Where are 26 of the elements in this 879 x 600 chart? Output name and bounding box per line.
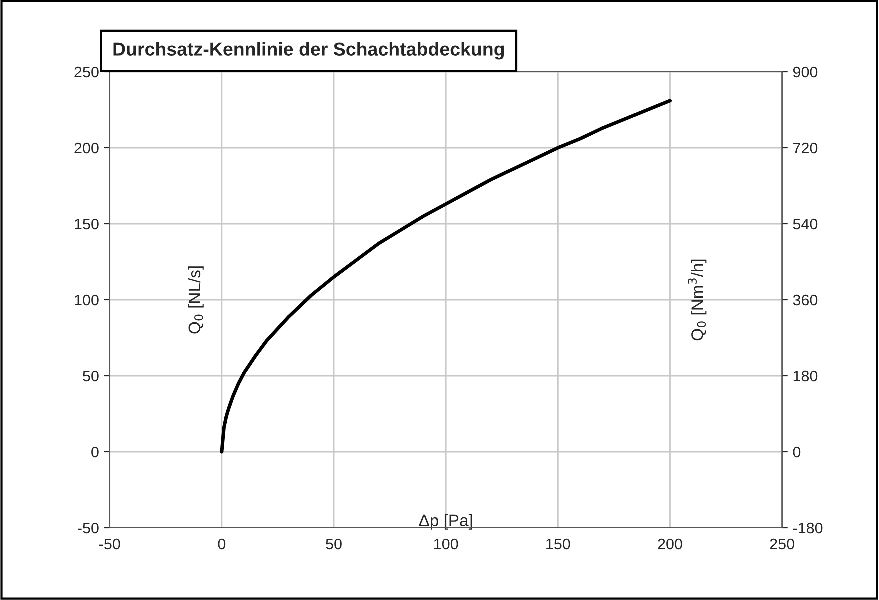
- y2-tick-label: 180: [794, 370, 818, 382]
- y2-tick-label: 0: [793, 446, 801, 458]
- y-tick-label: 100: [75, 294, 99, 306]
- x-tick-label: 150: [546, 538, 570, 550]
- chart-title: Durchsatz-Kennlinie der Schachtabdeckung: [114, 42, 504, 60]
- y-tick-label: 50: [83, 370, 99, 382]
- x-tick-label: 0: [218, 538, 226, 550]
- y-axis-title: Q$_{0}$ [NL/s]: [188, 266, 204, 334]
- y2-tick-label: 540: [793, 218, 818, 230]
- y2-tick-label: 900: [793, 66, 818, 78]
- y2-tick-label: 720: [794, 142, 818, 154]
- y2-tick-label: -180: [793, 522, 823, 534]
- x-tick-label: 250: [770, 538, 794, 550]
- y-tick-label: 0: [92, 446, 99, 458]
- x-tick-label: -50: [100, 538, 120, 550]
- x-tick-label: 50: [326, 538, 342, 550]
- x-axis-title: Δp [Pa]: [419, 514, 472, 530]
- line-series: [220, 99, 672, 454]
- y-tick-label: 150: [75, 218, 99, 230]
- x-tick-label: 100: [434, 538, 458, 550]
- y-tick-label: 200: [74, 142, 99, 154]
- y-tick-label: 250: [74, 66, 99, 78]
- x-tick-label: 200: [658, 538, 682, 550]
- y2-axis-title: Q$_{0}$ [Nm$^{3}$/h]: [688, 260, 707, 341]
- y2-tick-label: 360: [793, 294, 818, 306]
- y-tick-label: -50: [78, 522, 99, 534]
